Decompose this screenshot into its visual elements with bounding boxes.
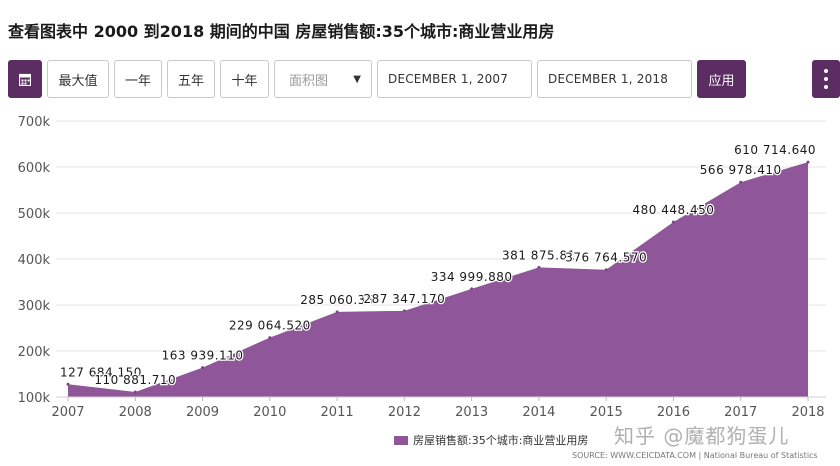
end-date-input[interactable]: DECEMBER 1, 2018 xyxy=(537,60,692,98)
data-label: 566 978.410 xyxy=(700,163,782,177)
data-point xyxy=(537,265,541,269)
x-tick-label: 2015 xyxy=(590,405,623,420)
y-tick-label: 700k xyxy=(18,115,51,130)
x-tick-label: 2010 xyxy=(253,405,286,420)
calendar-icon xyxy=(19,73,31,86)
source-note: SOURCE: WWW.CEICDATA.COM | National Bure… xyxy=(572,451,818,460)
x-tick-label: 2018 xyxy=(791,405,824,420)
start-date-input[interactable]: DECEMBER 1, 2007 xyxy=(377,60,532,98)
chart-title: 查看图表中 2000 到2018 期间的中国 房屋销售额:35个城市:商业营业用… xyxy=(8,22,555,41)
data-point xyxy=(335,310,339,314)
data-point xyxy=(671,220,675,224)
data-label: 229 064.520 xyxy=(229,319,311,333)
ten-year-button[interactable]: 十年 xyxy=(220,60,269,98)
data-point xyxy=(739,180,743,184)
data-label: 480 448.450 xyxy=(633,203,715,217)
x-tick-label: 2011 xyxy=(321,405,354,420)
y-tick-label: 200k xyxy=(18,345,51,360)
x-tick-label: 2012 xyxy=(388,405,421,420)
x-tick-label: 2009 xyxy=(186,405,219,420)
area-series xyxy=(68,162,808,397)
one-year-button[interactable]: 一年 xyxy=(114,60,162,98)
data-point xyxy=(268,336,272,340)
x-tick-label: 2007 xyxy=(51,405,84,420)
data-label: 287 347.170 xyxy=(363,292,445,306)
apply-button[interactable]: 应用 xyxy=(697,60,746,98)
data-label: 110 881.710 xyxy=(94,373,176,387)
x-tick-label: 2017 xyxy=(724,405,757,420)
data-point xyxy=(201,366,205,370)
y-tick-label: 400k xyxy=(18,253,51,268)
data-label: 163 939.110 xyxy=(162,349,244,363)
toolbar: 最大值 一年 五年 十年 面积图 ▼ DECEMBER 1, 2007 DECE… xyxy=(0,0,840,110)
data-label: 285 060.35 xyxy=(300,293,374,307)
watermark: 知乎 @魔都狗蛋儿 xyxy=(614,424,790,448)
x-tick-label: 2013 xyxy=(455,405,488,420)
chart-legend: 房屋销售额:35个城市:商业营业用房 xyxy=(394,432,588,448)
y-tick-label: 500k xyxy=(18,207,51,222)
data-point xyxy=(604,268,608,272)
caret-down-icon: ▼ xyxy=(353,73,361,85)
five-year-button[interactable]: 五年 xyxy=(167,60,215,98)
legend-label: 房屋销售额:35个城市:商业营业用房 xyxy=(413,434,589,447)
x-tick-label: 2008 xyxy=(119,405,152,420)
data-point xyxy=(470,287,474,291)
y-tick-label: 600k xyxy=(18,161,51,176)
data-label: 381 875.81 xyxy=(502,248,576,262)
data-label: 376 764.570 xyxy=(565,251,647,265)
x-tick-label: 2016 xyxy=(657,405,690,420)
calendar-button[interactable] xyxy=(8,60,42,98)
data-label: 127 684.150 xyxy=(60,365,142,379)
data-point xyxy=(402,309,406,313)
max-range-button[interactable]: 最大值 xyxy=(47,60,109,98)
kebab-menu-icon xyxy=(824,69,828,89)
data-label: 334 999.880 xyxy=(431,270,513,284)
data-point xyxy=(806,160,810,164)
more-menu-button[interactable] xyxy=(812,60,840,98)
y-tick-label: 100k xyxy=(18,391,51,406)
x-tick-label: 2014 xyxy=(522,405,555,420)
chart-type-select[interactable]: 面积图 ▼ xyxy=(274,60,372,98)
chart-type-value: 面积图 xyxy=(289,73,329,89)
data-point xyxy=(66,382,70,386)
y-tick-label: 300k xyxy=(18,299,51,314)
data-label: 610 714.640 xyxy=(734,143,816,157)
legend-swatch xyxy=(394,435,408,445)
data-point xyxy=(133,390,137,394)
